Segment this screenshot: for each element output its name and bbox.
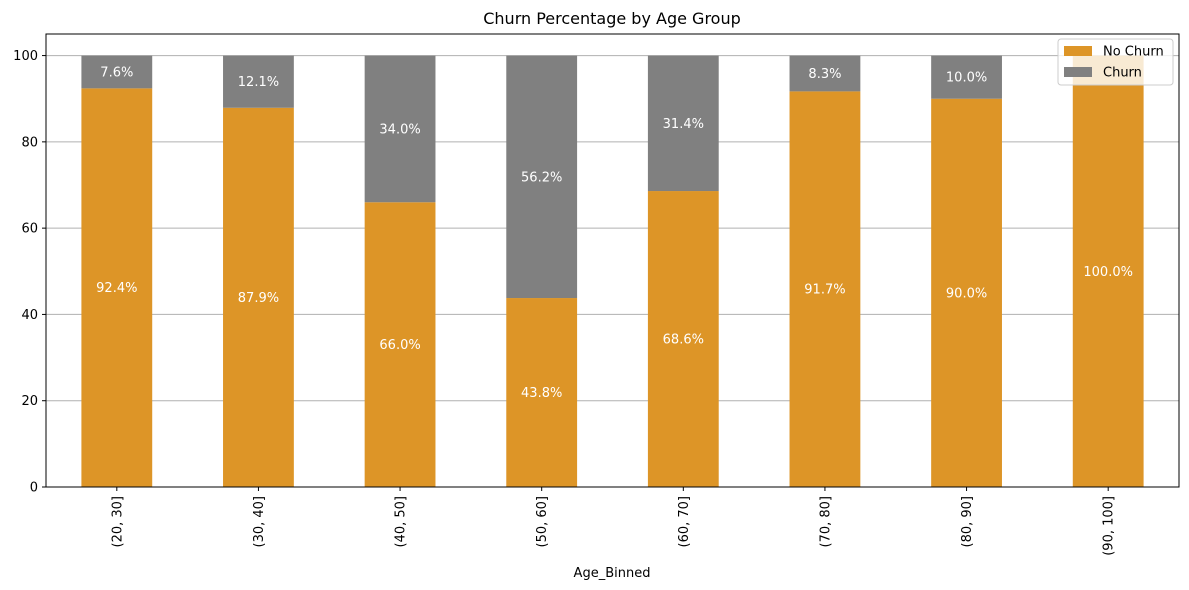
chart-title: Churn Percentage by Age Group xyxy=(483,9,741,28)
bar-label-churn: 56.2% xyxy=(521,170,562,185)
x-tick-label: (70, 80] xyxy=(818,496,833,548)
bar-labels: 92.4% 7.6% 87.9% 12.1% 66.0% 34.0% 43.8% 56.2% 6… xyxy=(96,65,1133,401)
x-tick-label: (30, 40] xyxy=(252,496,267,548)
bar-no-churn xyxy=(81,88,153,488)
legend-swatch-no-churn xyxy=(1064,46,1092,56)
y-tick-label: 0 xyxy=(30,481,38,496)
y-tick-label: 100 xyxy=(13,49,38,64)
bar-label-churn: 8.3% xyxy=(808,67,841,82)
bar-no-churn xyxy=(789,91,861,487)
x-tick-label: (60, 70] xyxy=(677,496,692,548)
bar-no-churn xyxy=(931,98,1002,487)
bars xyxy=(81,55,1144,488)
bar-label-churn: 31.4% xyxy=(663,117,704,132)
legend-label-churn: Churn xyxy=(1103,66,1142,81)
bar-churn xyxy=(364,55,436,203)
bar-no-churn xyxy=(506,298,578,487)
bar-churn xyxy=(506,55,578,299)
x-tick-label: (20, 30] xyxy=(110,496,125,548)
bar-no-churn xyxy=(647,191,719,488)
bar-label-no-churn: 66.0% xyxy=(379,338,420,353)
y-tick-label: 60 xyxy=(21,222,38,237)
bar-churn xyxy=(931,55,1002,99)
legend-swatch-churn xyxy=(1064,67,1092,77)
grid-lines xyxy=(46,55,1179,488)
bar-label-no-churn: 91.7% xyxy=(804,283,845,298)
y-axis: 0 20 40 60 80 100 xyxy=(13,49,46,496)
x-axis-label: Age_Binned xyxy=(574,566,651,581)
bar-label-no-churn: 43.8% xyxy=(521,386,562,401)
bar-churn xyxy=(647,55,719,192)
bar-label-churn: 10.0% xyxy=(946,71,987,86)
bar-label-no-churn: 92.4% xyxy=(96,281,137,296)
legend-label-no-churn: No Churn xyxy=(1103,45,1164,60)
bar-churn xyxy=(789,55,861,92)
plot-frame xyxy=(45,33,1180,488)
bar-no-churn xyxy=(364,202,436,487)
bar-label-churn: 34.0% xyxy=(379,122,420,137)
y-tick-label: 20 xyxy=(21,394,38,409)
bar-label-no-churn: 90.0% xyxy=(946,286,987,301)
x-tick-label: (90, 100] xyxy=(1102,496,1117,556)
bar-churn xyxy=(223,55,294,108)
bar-no-churn xyxy=(223,107,294,487)
bar-label-churn: 12.1% xyxy=(238,75,279,90)
y-tick-label: 40 xyxy=(21,308,38,323)
bar-no-churn xyxy=(1072,55,1144,487)
y-tick-label: 80 xyxy=(21,135,38,150)
bar-churn xyxy=(81,55,153,89)
bar-label-churn: 7.6% xyxy=(100,65,133,80)
bar-label-no-churn: 87.9% xyxy=(238,291,279,306)
legend: No Churn Churn xyxy=(1057,38,1174,86)
bar-label-no-churn: 100.0% xyxy=(1083,265,1133,280)
x-tick-label: (40, 50] xyxy=(394,496,409,548)
bar-label-no-churn: 68.6% xyxy=(663,333,704,348)
x-axis: (20, 30] (30, 40] (40, 50] (50, 60] (60, 70]… xyxy=(110,487,1117,556)
x-tick-label: (80, 90] xyxy=(960,496,975,548)
x-tick-label: (50, 60] xyxy=(535,496,550,548)
